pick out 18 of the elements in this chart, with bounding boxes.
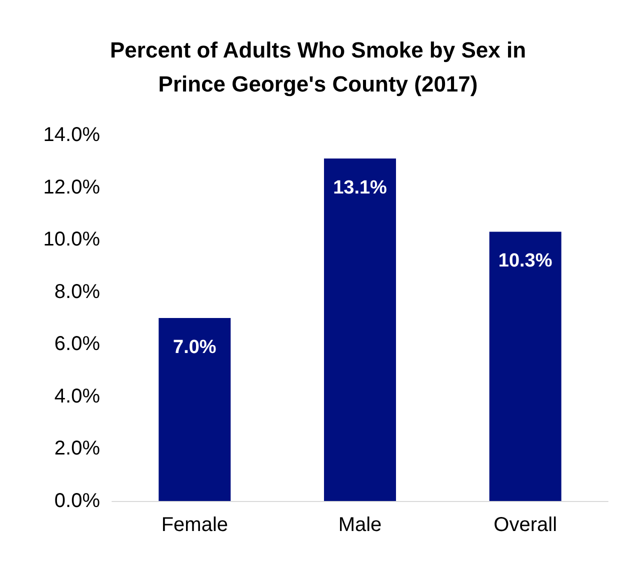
y-tick-label: 2.0%: [54, 438, 100, 460]
chart-title: Percent of Adults Who Smoke by Sex in Prince George's County (2017): [110, 38, 526, 96]
data-label: 10.3%: [498, 250, 552, 272]
data-label: 13.1%: [333, 178, 388, 199]
bar: [158, 318, 231, 501]
y-tick-label: 6.0%: [54, 333, 100, 356]
x-tick-label: Overall: [494, 514, 558, 536]
bar: [324, 158, 396, 501]
y-tick-label: 14.0%: [43, 124, 100, 146]
data-label: 7.0%: [173, 337, 216, 358]
x-tick-label: Female: [161, 514, 228, 536]
y-tick-label: 8.0%: [54, 280, 100, 303]
y-tick-label: 4.0%: [54, 385, 100, 408]
y-tick-label: 10.0%: [43, 228, 100, 251]
x-tick-label: Male: [338, 514, 382, 536]
bar: [489, 232, 562, 501]
y-tick-label: 0.0%: [54, 490, 100, 512]
y-tick-label: 12.0%: [43, 176, 100, 198]
